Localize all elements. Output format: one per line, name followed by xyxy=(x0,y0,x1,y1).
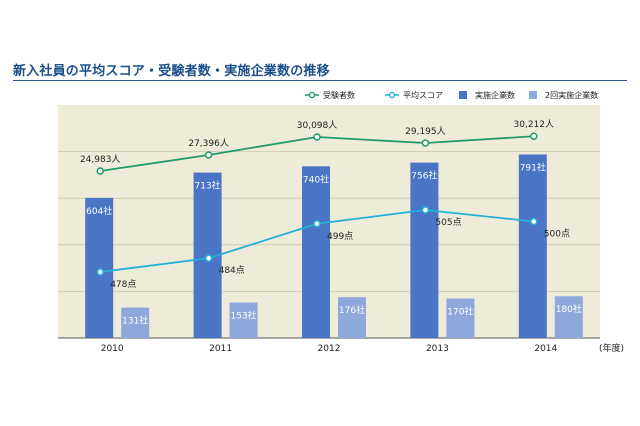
score-label: 478点 xyxy=(110,279,136,290)
repeat-companies-bar-label: 131社 xyxy=(122,315,148,327)
companies-bar xyxy=(410,162,439,338)
examinees-label: 29,195人 xyxy=(405,126,446,137)
line-series: 24,983人 27,396人 30,098人 29,195人 30,212人 478点 4… xyxy=(80,119,570,290)
legend-label: 実施企業数 xyxy=(475,90,515,100)
repeat-companies-bar-label: 180社 xyxy=(556,303,582,315)
score-point xyxy=(96,268,104,276)
examinees-label: 27,396人 xyxy=(188,138,229,149)
examinees-label: 30,212人 xyxy=(514,119,555,130)
x-axis-unit-label: (年度) xyxy=(599,342,624,354)
examinees-point xyxy=(96,167,104,175)
legend-label: 2回実施企業数 xyxy=(545,90,598,100)
score-point xyxy=(421,206,430,214)
score-point xyxy=(530,217,538,226)
companies-bar xyxy=(85,197,114,338)
legend-box-swatch xyxy=(529,91,537,99)
repeat-companies-bar-label: 176社 xyxy=(339,304,365,316)
companies-bar-label: 740社 xyxy=(303,173,329,185)
x-tick-label: 2011 xyxy=(209,344,232,354)
examinees-point xyxy=(204,151,213,159)
legend-marker xyxy=(388,91,396,99)
companies-bar xyxy=(302,166,330,338)
repeat-companies-bar xyxy=(446,298,475,338)
examinees-point xyxy=(530,132,538,140)
repeat-companies-bar-label: 170社 xyxy=(447,306,473,318)
score-label: 505点 xyxy=(435,217,461,228)
x-axis: 2010 2011 2012 2013 2014 xyxy=(101,344,558,354)
legend-label: 受験者数 xyxy=(323,90,355,100)
examinees-point xyxy=(313,133,321,141)
chart-title: 新入社員の平均スコア・受験者数・実施企業数の推移 xyxy=(13,64,330,79)
companies-bar-label: 756社 xyxy=(411,170,437,182)
score-label: 484点 xyxy=(219,265,245,276)
legend-marker xyxy=(308,91,316,99)
repeat-companies-bar xyxy=(554,296,583,338)
companies-bar-label: 604社 xyxy=(86,205,112,217)
x-tick-label: 2014 xyxy=(534,344,557,354)
companies-bar xyxy=(518,154,547,338)
score-label: 499点 xyxy=(327,231,353,242)
examinees-label: 24,983人 xyxy=(80,154,121,165)
repeat-companies-bar xyxy=(338,297,366,338)
repeat-companies-bar xyxy=(229,302,258,338)
x-tick-label: 2013 xyxy=(426,344,449,354)
x-tick-label: 2010 xyxy=(101,344,124,354)
legend-label: 平均スコア xyxy=(403,90,443,100)
companies-bars: 604社 713社 740社 756社 791社 xyxy=(85,154,547,338)
score-point xyxy=(204,254,213,262)
examinees-point xyxy=(421,139,430,147)
legend-box-swatch xyxy=(459,91,467,99)
repeat-companies-bar xyxy=(121,307,150,338)
repeat-companies-bar-label: 153社 xyxy=(231,310,257,322)
examinees-label: 30,098人 xyxy=(297,120,338,131)
score-label: 500点 xyxy=(544,228,570,239)
title-underline xyxy=(13,80,627,81)
companies-bar-label: 791社 xyxy=(520,161,546,173)
legend: 受験者数 平均スコア 実施企業数 2回実施企業数 xyxy=(305,90,598,100)
score-point xyxy=(313,220,321,228)
x-tick-label: 2012 xyxy=(318,344,341,354)
repeat-companies-bars: 131社 153社 176社 170社 180社 xyxy=(121,296,583,338)
companies-bar-label: 713社 xyxy=(195,180,221,192)
